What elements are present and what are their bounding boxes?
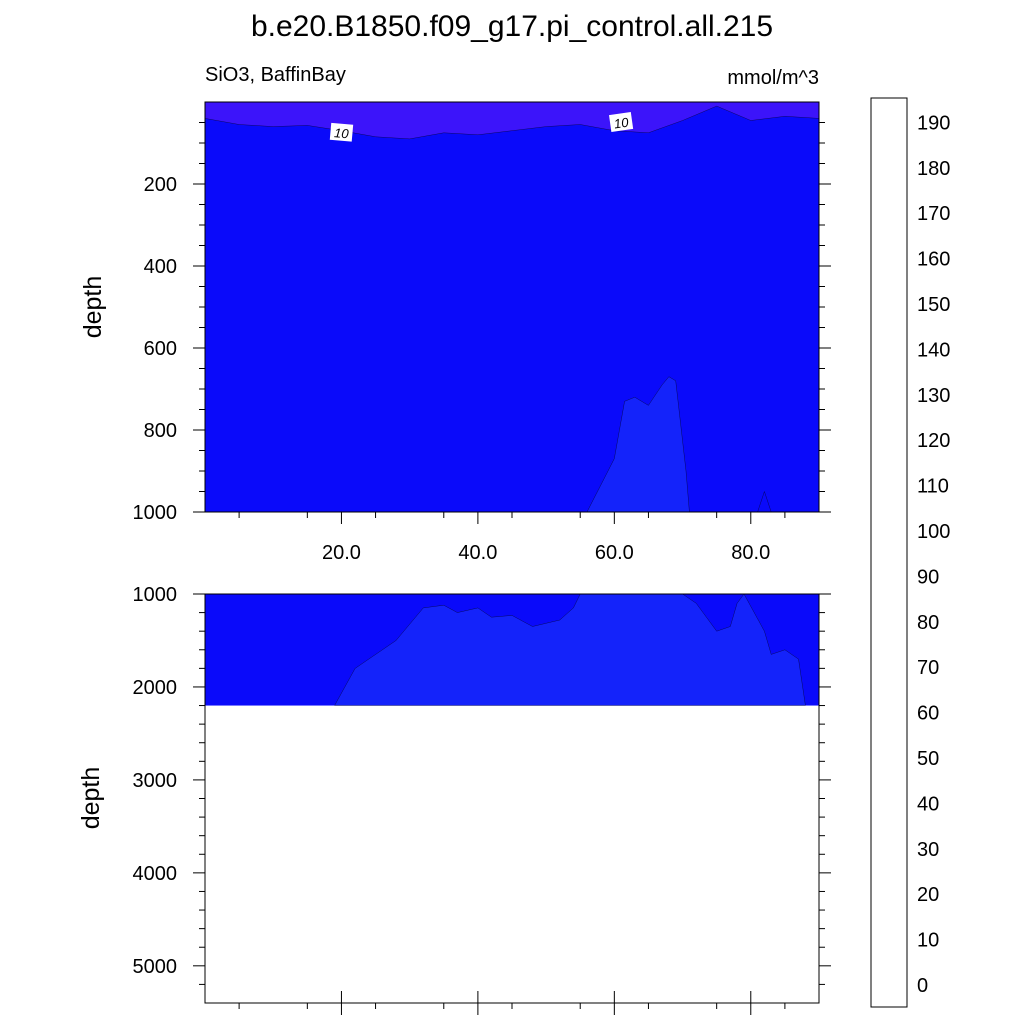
colorbar: 0 10 20 30 40 50 60 70 80 90 100 110 120 130 140 150 160… [870,97,950,1008]
contour-label-text: 10 [613,114,630,131]
y-tick-label: 800 [144,420,177,442]
colorbar-label: 80 [917,612,939,634]
y-tick-label: 4000 [133,863,178,885]
contour-label: 10 [609,112,634,132]
x-tick-label: 20.0 [322,542,361,564]
y-tick-label: 1000 [133,502,178,524]
chart-units: mmol/m^3 [727,67,819,89]
colorbar-label: 10 [917,930,939,952]
contour-label-bg [609,112,634,132]
colorbar-label: 190 [917,112,950,134]
x-tick-label: 80.0 [731,542,770,564]
colorbar-label: 150 [917,294,950,316]
y-tick-label: 5000 [133,956,178,978]
contour-line-small [757,490,772,513]
y-tick-label: 600 [144,338,177,360]
colorbar-label: 30 [917,839,939,861]
top-panel: 10 10 200 400 600 800 1000 20.0 40.0 60.0 80.0 dept… [79,101,831,564]
chart-title: b.e20.B1850.f09_g17.pi_control.all.215 [251,10,773,43]
x-tick-label: 40.0 [458,542,497,564]
y-tick-label: 400 [144,256,177,278]
y-tick-label: 2000 [133,677,178,699]
y-tick-label: 3000 [133,770,178,792]
colorbar-label: 0 [917,975,928,997]
colorbar-label: 20 [917,884,939,906]
contour-label-bg [329,122,354,142]
y-axis-label: depth [77,767,105,830]
colorbar-label: 130 [917,385,950,407]
y-tick-label: 1000 [133,584,178,606]
y-axis-label: depth [79,276,107,339]
colorbar-label: 170 [917,203,950,225]
colorbar-label: 100 [917,521,950,543]
region-top-10-20 [205,102,819,512]
colorbar-label: 110 [917,476,949,498]
bottom-panel: 1000 2000 3000 4000 5000 depth [77,584,831,1015]
colorbar-label: 120 [917,430,950,452]
colorbar-label: 140 [917,339,950,361]
colorbar-label: 70 [917,657,939,679]
colorbar-label: 40 [917,793,939,815]
colorbar-label: 160 [917,249,950,271]
region-top-0-10 [204,101,820,140]
colorbar-label: 60 [917,703,939,725]
y-tick-label: 200 [144,174,177,196]
chart-subtitle-left: SiO3, BaffinBay [205,64,346,86]
contour-label-text: 10 [334,125,350,141]
colorbar-label: 50 [917,748,939,770]
colorbar-label: 90 [917,566,939,588]
colorbar-frame [870,97,908,1008]
colorbar-label: 180 [917,158,950,180]
region-top-20-30 [586,376,690,513]
contour-label: 10 [329,122,354,142]
x-tick-label: 60.0 [595,542,634,564]
